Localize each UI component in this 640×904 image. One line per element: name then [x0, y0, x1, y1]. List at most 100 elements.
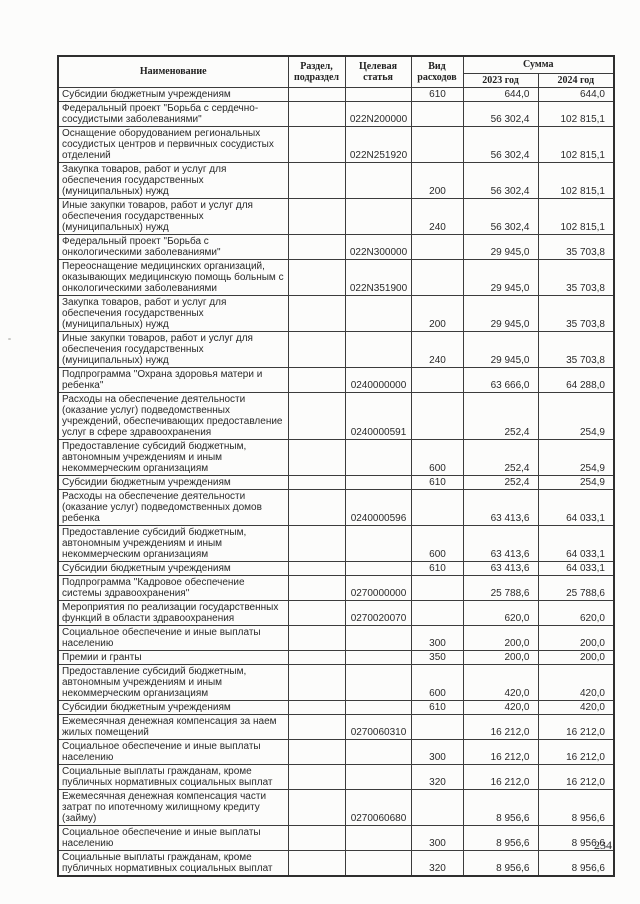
cell-sum-2023: 252,4	[462, 391, 539, 440]
table-header: Наименование Раздел, подраздел Целевая с…	[57, 55, 615, 88]
table-row: Социальные выплаты гражданам, кроме публ…	[57, 849, 615, 876]
table-row: Субсидии бюджетным учреждениям 610 252,4…	[57, 474, 615, 490]
cell-name: Предоставление субсидий бюджетным, автон…	[57, 663, 289, 701]
cell-section	[287, 663, 346, 701]
table-row: Предоставление субсидий бюджетным, автон…	[57, 663, 615, 701]
table-row: Предоставление субсидий бюджетным, автон…	[57, 524, 615, 562]
cell-sum-2024: 16 212,0	[537, 763, 615, 790]
cell-target-article	[344, 663, 412, 701]
table-row: Социальное обеспечение и иные выплаты на…	[57, 824, 615, 851]
cell-name: Оснащение оборудованием региональных сос…	[57, 125, 289, 163]
cell-expense-type	[410, 366, 464, 393]
cell-section	[287, 624, 346, 651]
cell-name: Ежемесячная денежная компенсация части з…	[57, 788, 289, 826]
cell-target-article: 0240000596	[344, 488, 412, 526]
cell-name: Субсидии бюджетным учреждениям	[57, 86, 289, 102]
cell-sum-2023: 63 413,6	[462, 488, 539, 526]
cell-name: Ежемесячная денежная компенсация за наем…	[57, 713, 289, 740]
cell-section	[287, 391, 346, 440]
cell-name: Социальное обеспечение и иные выплаты на…	[57, 624, 289, 651]
header-target-article: Целевая статья	[344, 55, 412, 88]
cell-target-article	[344, 824, 412, 851]
cell-sum-2023: 56 302,4	[462, 125, 539, 163]
cell-sum-2024: 102 815,1	[537, 125, 615, 163]
cell-sum-2023: 420,0	[462, 663, 539, 701]
cell-section	[287, 699, 346, 715]
cell-sum-2023: 63 413,6	[462, 524, 539, 562]
cell-sum-2023: 56 302,4	[462, 161, 539, 199]
cell-section	[287, 524, 346, 562]
cell-sum-2023: 29 945,0	[462, 294, 539, 332]
table-row: Расходы на обеспечение деятельности (ока…	[57, 391, 615, 440]
cell-name: Премии и гранты	[57, 649, 289, 665]
cell-sum-2023: 56 302,4	[462, 197, 539, 235]
cell-target-article	[344, 197, 412, 235]
cell-sum-2024: 644,0	[537, 86, 615, 102]
cell-name: Социальные выплаты гражданам, кроме публ…	[57, 763, 289, 790]
header-section: Раздел, подраздел	[287, 55, 346, 88]
cell-sum-2023: 29 945,0	[462, 330, 539, 368]
table-row: Предоставление субсидий бюджетным, автон…	[57, 438, 615, 476]
table-row: Ежемесячная денежная компенсация части з…	[57, 788, 615, 826]
cell-name: Подпрограмма "Охрана здоровья матери и р…	[57, 366, 289, 393]
table-row: Ежемесячная денежная компенсация за наем…	[57, 713, 615, 740]
cell-sum-2024: 420,0	[537, 699, 615, 715]
cell-sum-2024: 8 956,6	[537, 824, 615, 851]
cell-name: Подпрограмма "Кадровое обеспечение систе…	[57, 574, 289, 601]
cell-target-article: 0270060310	[344, 713, 412, 740]
cell-expense-type: 320	[410, 763, 464, 790]
cell-target-article: 022N351900	[344, 258, 412, 296]
cell-sum-2024: 102 815,1	[537, 161, 615, 199]
table-row: Социальное обеспечение и иные выплаты на…	[57, 738, 615, 765]
cell-sum-2023: 8 956,6	[462, 824, 539, 851]
cell-sum-2023: 29 945,0	[462, 258, 539, 296]
cell-target-article	[344, 763, 412, 790]
header-year-2023: 2023 год	[462, 72, 539, 88]
cell-name: Закупка товаров, работ и услуг для обесп…	[57, 294, 289, 332]
table-row: Субсидии бюджетным учреждениям 610 63 41…	[57, 560, 615, 576]
cell-expense-type: 200	[410, 161, 464, 199]
table-row: Иные закупки товаров, работ и услуг для …	[57, 197, 615, 235]
cell-name: Социальное обеспечение и иные выплаты на…	[57, 824, 289, 851]
cell-name: Социальное обеспечение и иные выплаты на…	[57, 738, 289, 765]
cell-name: Расходы на обеспечение деятельности (ока…	[57, 488, 289, 526]
cell-section	[287, 824, 346, 851]
cell-target-article	[344, 474, 412, 490]
cell-section	[287, 258, 346, 296]
cell-name: Предоставление субсидий бюджетным, автон…	[57, 524, 289, 562]
cell-target-article	[344, 699, 412, 715]
cell-expense-type	[410, 788, 464, 826]
cell-sum-2024: 35 703,8	[537, 233, 615, 260]
cell-section	[287, 713, 346, 740]
cell-section	[287, 788, 346, 826]
cell-expense-type	[410, 233, 464, 260]
cell-expense-type: 610	[410, 86, 464, 102]
table-row: Премии и гранты 350 200,0 200,0	[57, 649, 615, 665]
cell-section	[287, 649, 346, 665]
cell-sum-2024: 35 703,8	[537, 294, 615, 332]
table-row: Мероприятия по реализации государственны…	[57, 599, 615, 626]
cell-target-article	[344, 161, 412, 199]
cell-target-article: 0240000000	[344, 366, 412, 393]
cell-expense-type: 200	[410, 294, 464, 332]
cell-sum-2023: 8 956,6	[462, 788, 539, 826]
header-sum: Сумма	[462, 55, 615, 74]
table-row: Оснащение оборудованием региональных сос…	[57, 125, 615, 163]
cell-target-article	[344, 438, 412, 476]
cell-section	[287, 294, 346, 332]
cell-sum-2024: 254,9	[537, 474, 615, 490]
cell-target-article	[344, 738, 412, 765]
table-row: Переоснащение медицинских организаций, о…	[57, 258, 615, 296]
scan-speck	[8, 338, 11, 340]
cell-target-article: 022N300000	[344, 233, 412, 260]
cell-name: Социальные выплаты гражданам, кроме публ…	[57, 849, 289, 876]
cell-sum-2023: 200,0	[462, 649, 539, 665]
cell-sum-2024: 64 033,1	[537, 560, 615, 576]
cell-sum-2023: 8 956,6	[462, 849, 539, 876]
header-year-2024: 2024 год	[537, 72, 615, 88]
cell-name: Расходы на обеспечение деятельности (ока…	[57, 391, 289, 440]
table-row: Подпрограмма "Кадровое обеспечение систе…	[57, 574, 615, 601]
table-row: Закупка товаров, работ и услуг для обесп…	[57, 161, 615, 199]
cell-target-article: 0270020070	[344, 599, 412, 626]
cell-sum-2024: 64 033,1	[537, 488, 615, 526]
